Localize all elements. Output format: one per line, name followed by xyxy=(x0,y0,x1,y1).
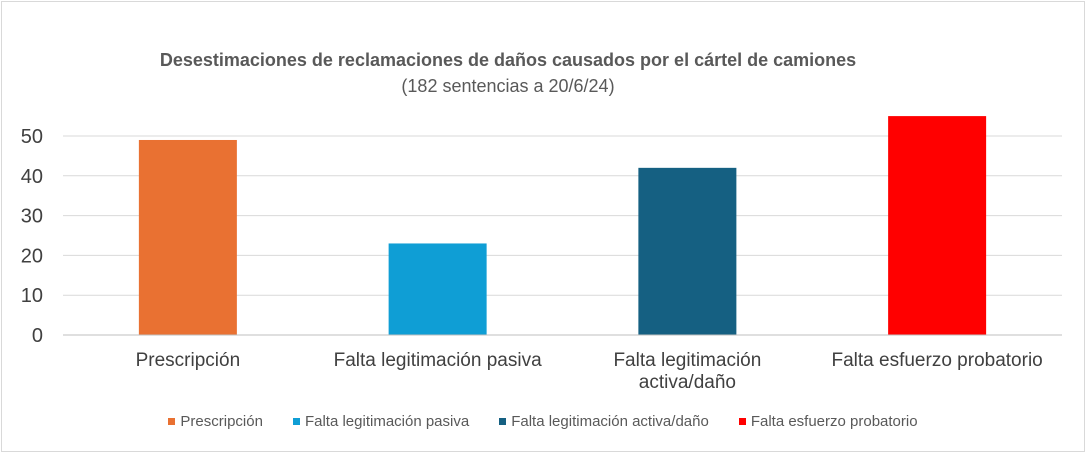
x-tick-label: Falta legitimación xyxy=(613,350,761,371)
legend-swatch xyxy=(499,418,507,425)
y-tick-label: 20 xyxy=(21,245,43,267)
x-tick-label: Falta legitimación pasiva xyxy=(334,350,542,371)
legend-swatch xyxy=(738,418,746,425)
bars xyxy=(138,116,987,335)
x-tick-label: activa/daño xyxy=(639,372,736,393)
legend-swatch xyxy=(292,418,300,425)
x-tick-label: Falta esfuerzo probatorio xyxy=(832,350,1043,371)
legend-swatch xyxy=(168,418,176,425)
legend-label: Falta esfuerzo probatorio xyxy=(750,413,918,430)
y-axis-ticks: 0 10 20 30 40 50 xyxy=(21,126,43,347)
legend: Prescripción Falta legitimación pasiva Fal… xyxy=(0,413,1086,430)
y-tick-label: 0 xyxy=(32,325,43,347)
y-tick-label: 50 xyxy=(21,126,43,148)
legend-item: Prescripción xyxy=(168,413,263,430)
bar-3 xyxy=(638,167,737,335)
bar-1 xyxy=(138,139,237,335)
x-axis-labels: Prescripción Falta legitimación pasiva Fal… xyxy=(136,350,1043,393)
chart-title: Desestimaciones de reclamaciones de daño… xyxy=(160,50,856,70)
legend-label: Prescripción xyxy=(180,413,263,430)
legend-label: Falta legitimación pasiva xyxy=(304,413,470,430)
y-tick-label: 10 xyxy=(21,285,43,307)
y-tick-label: 40 xyxy=(21,166,43,188)
legend-item: Falta legitimación pasiva xyxy=(292,413,470,430)
x-tick-label: Prescripción xyxy=(136,350,241,371)
chart-subtitle: (182 sentencias a 20/6/24) xyxy=(401,76,614,96)
bar-2 xyxy=(388,243,487,335)
legend-item: Falta legitimación activa/daño xyxy=(499,413,709,430)
legend-label: Falta legitimación activa/daño xyxy=(511,413,709,430)
bar-4 xyxy=(888,116,987,335)
legend-item: Falta esfuerzo probatorio xyxy=(738,413,918,430)
y-tick-label: 30 xyxy=(21,206,43,228)
